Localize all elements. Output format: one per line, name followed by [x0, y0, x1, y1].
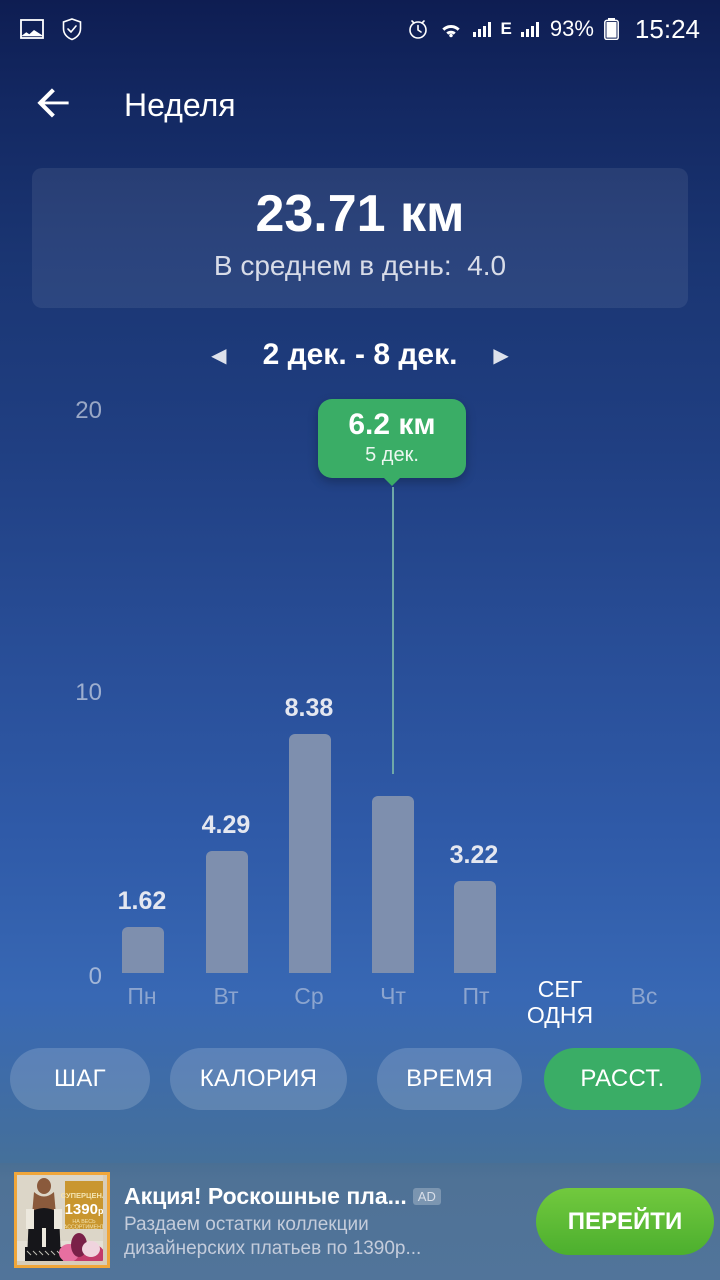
svg-text:1390р: 1390р — [65, 1201, 103, 1218]
svg-text:СУПЕРЦЕНА: СУПЕРЦЕНА — [61, 1191, 103, 1200]
svg-text:АССОРТИМЕНТ: АССОРТИМЕНТ — [64, 1224, 103, 1230]
